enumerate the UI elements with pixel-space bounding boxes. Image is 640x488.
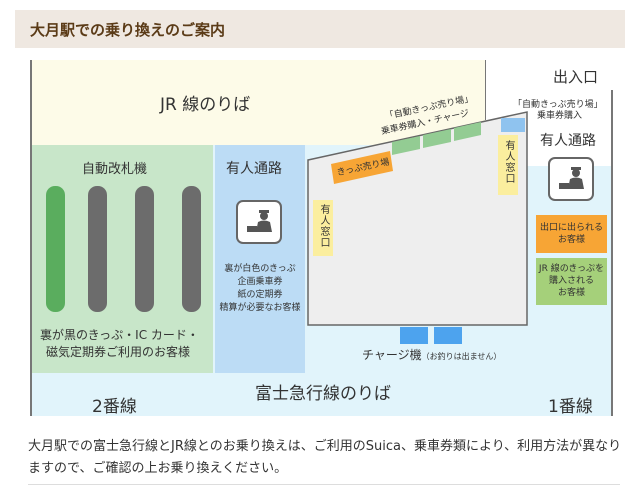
staffed-note-line: 裏が白色のきっぷ bbox=[224, 264, 296, 274]
ticket-office bbox=[331, 151, 393, 184]
map-right-border bbox=[611, 90, 613, 416]
fuji-platform-label: 富士急行線のりば bbox=[255, 384, 391, 404]
staffed-window-label: 有人窓口 bbox=[503, 140, 514, 184]
jr-ticket-box: JR 線のきっぷを 購入される お客様 bbox=[536, 258, 607, 305]
charge-machine-text: チャージ機 bbox=[362, 348, 422, 362]
ticket-machine bbox=[454, 122, 481, 141]
charge-machine bbox=[434, 327, 462, 344]
gate bbox=[182, 186, 201, 312]
track-1-label: 1番線 bbox=[548, 397, 593, 417]
station-map: きっぷ売り場 「自動きっぷ売り場」 乗車券購入・チャージ 「自動きっぷ売り場」 … bbox=[30, 60, 613, 417]
staffed-window-box bbox=[313, 200, 333, 256]
exit-note-line: 出口に出られる bbox=[539, 223, 603, 233]
staffed-note: 裏が白色のきっぷ 企画乗車券 紙の定期券 精算が必要なお客様 bbox=[215, 263, 305, 315]
charge-machine-label: チャージ機（お釣りは出ません） bbox=[362, 346, 501, 363]
staffed-window-label-2: 有人窓口 bbox=[318, 204, 329, 248]
ticket-machines bbox=[392, 122, 481, 155]
gate-ic bbox=[46, 186, 65, 312]
exit-label: 出入口 bbox=[553, 68, 599, 86]
jr-zone-divider bbox=[485, 60, 486, 120]
charge-machine-top bbox=[501, 118, 525, 132]
gate bbox=[88, 186, 107, 312]
gate bbox=[135, 186, 154, 312]
jr-ticket-note-line: JR 線のきっぷを bbox=[538, 264, 605, 274]
divider bbox=[28, 484, 620, 485]
station-staff-icon bbox=[236, 200, 282, 244]
ticket-machine bbox=[392, 136, 420, 155]
staffed-note-line: 企画乗車券 bbox=[237, 277, 283, 287]
station-staff-icon bbox=[548, 157, 594, 201]
jr-ticket-note-line: お客様 bbox=[557, 288, 585, 298]
gates-note-line1: 裏が黒のきっぷ・IC カード・ bbox=[40, 328, 199, 342]
jr-platform-label: JR 線のりば bbox=[160, 95, 251, 115]
map-left-border bbox=[30, 60, 32, 416]
auto-gates-label: 自動改札機 bbox=[82, 162, 148, 177]
auto-ticket-right-line2: 乗車券購入 bbox=[537, 111, 583, 121]
staffed-note-line: 精算が必要なお客様 bbox=[219, 303, 301, 313]
staffed-window-box bbox=[498, 135, 518, 195]
charge-note: （お釣りは出ません） bbox=[421, 352, 502, 361]
jr-zone bbox=[31, 60, 486, 145]
staffed-note-line: 紙の定期券 bbox=[237, 290, 283, 300]
staffed-zone-left bbox=[215, 145, 305, 373]
charge-machine bbox=[400, 327, 428, 344]
track-2-label: 2番線 bbox=[92, 397, 137, 417]
exit-note-line: お客様 bbox=[557, 235, 585, 245]
auto-ticket-right-line1: 「自動きっぷ売り場」 bbox=[513, 100, 603, 110]
gates-note-line2: 磁気定期券ご利用のお客様 bbox=[46, 345, 191, 359]
page-header: 大月駅での乗り換えのご案内 bbox=[15, 10, 625, 48]
exit-customers-box: 出口に出られる お客様 bbox=[536, 215, 607, 253]
staffed-passage-left-label: 有人通路 bbox=[226, 161, 282, 177]
concourse-svg bbox=[307, 111, 528, 344]
ticket-machine bbox=[423, 129, 451, 148]
page-title: 大月駅での乗り換えのご案内 bbox=[30, 21, 226, 39]
staffed-passage-right-label: 有人通路 bbox=[540, 133, 596, 149]
jr-ticket-note-line: 購入される bbox=[548, 276, 594, 286]
transfer-description: 大月駅での富士急行線とJR線とのお乗り換えは、ご利用のSuica、乗車券類により… bbox=[28, 439, 622, 476]
